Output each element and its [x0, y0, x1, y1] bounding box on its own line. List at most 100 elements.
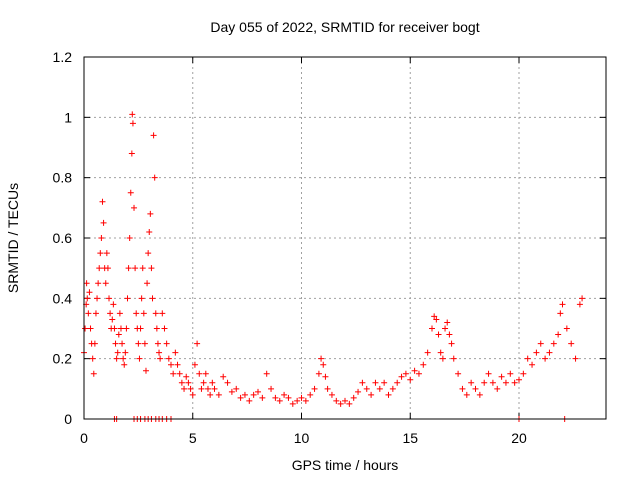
data-point: [537, 340, 544, 347]
data-point: [394, 379, 401, 386]
data-point: [185, 379, 192, 386]
data-point: [200, 379, 207, 386]
data-point: [107, 310, 114, 317]
data-point: [568, 340, 575, 347]
data-point: [138, 295, 145, 302]
data-point: [550, 340, 557, 347]
data-point: [350, 394, 357, 401]
data-point: [153, 325, 160, 332]
data-point: [111, 325, 118, 332]
data-point: [207, 391, 214, 398]
data-point: [181, 385, 188, 392]
data-point: [289, 400, 296, 407]
data-point: [572, 355, 579, 362]
data-point: [559, 301, 566, 308]
data-point: [142, 367, 149, 374]
data-point: [415, 370, 422, 377]
data-point: [122, 349, 129, 356]
y-axis-label: SRMTID / TECUs: [5, 183, 21, 293]
data-point: [363, 385, 370, 392]
data-point: [140, 310, 147, 317]
data-point: [211, 385, 218, 392]
data-point: [318, 355, 325, 362]
data-point: [109, 316, 116, 323]
data-point: [516, 376, 522, 383]
data-point: [520, 370, 527, 377]
data-point: [120, 355, 127, 362]
data-point: [376, 385, 383, 392]
data-point: [389, 385, 396, 392]
data-point: [146, 228, 153, 235]
data-point: [136, 355, 143, 362]
data-point: [127, 189, 134, 196]
data-point: [263, 370, 270, 377]
data-point: [84, 295, 91, 302]
x-axis-label: GPS time / hours: [292, 457, 399, 473]
data-point: [224, 379, 231, 386]
data-point: [429, 325, 435, 332]
data-point: [320, 361, 327, 368]
data-point: [276, 397, 283, 404]
data-point: [82, 325, 89, 332]
data-point: [121, 361, 128, 368]
data-point: [90, 370, 97, 377]
data-point: [96, 265, 103, 272]
data-point: [502, 379, 509, 386]
y-tick-label: 0: [64, 411, 72, 427]
data-point: [328, 391, 335, 398]
y-tick-label: 0.2: [53, 351, 73, 367]
data-point: [322, 373, 329, 380]
data-point: [511, 379, 518, 386]
data-point: [161, 325, 168, 332]
x-tick-label: 15: [402, 430, 418, 446]
data-point: [144, 280, 151, 287]
data-point: [154, 340, 161, 347]
data-point: [145, 250, 152, 257]
data-point: [215, 391, 222, 398]
data-point: [472, 385, 479, 392]
data-point: [137, 325, 144, 332]
data-point: [402, 370, 409, 377]
data-point: [250, 391, 257, 398]
data-point: [307, 391, 314, 398]
data-point: [439, 355, 446, 362]
data-point: [259, 394, 266, 401]
data-point: [104, 265, 111, 272]
data-point: [433, 316, 440, 323]
data-point: [106, 295, 113, 302]
x-tick-label: 20: [511, 430, 527, 446]
data-point: [112, 340, 119, 347]
data-point: [115, 331, 122, 338]
data-point: [159, 310, 166, 317]
y-tick-label: 0.8: [53, 170, 73, 186]
data-point: [507, 370, 514, 377]
data-point: [132, 265, 139, 272]
data-point: [123, 325, 130, 332]
data-point: [194, 340, 201, 347]
data-point: [398, 373, 405, 380]
data-point: [431, 313, 438, 320]
data-point: [557, 310, 564, 317]
data-point: [191, 361, 198, 368]
data-point: [489, 379, 496, 386]
data-point: [468, 379, 475, 386]
data-point: [114, 349, 121, 356]
data-point: [435, 331, 442, 338]
data-point: [148, 265, 155, 272]
data-point: [168, 361, 174, 368]
y-tick-label: 0.6: [53, 230, 73, 246]
data-point: [85, 310, 92, 317]
data-point: [176, 370, 183, 377]
data-point: [228, 388, 235, 395]
data-point: [442, 325, 449, 332]
data-point: [129, 120, 136, 127]
data-point: [533, 349, 540, 356]
y-tick-label: 0.4: [53, 290, 73, 306]
data-point: [498, 373, 505, 380]
data-point: [147, 210, 154, 217]
data-point: [294, 397, 301, 404]
data-point: [455, 370, 462, 377]
x-tick-label: 5: [189, 430, 197, 446]
data-point: [170, 370, 177, 377]
